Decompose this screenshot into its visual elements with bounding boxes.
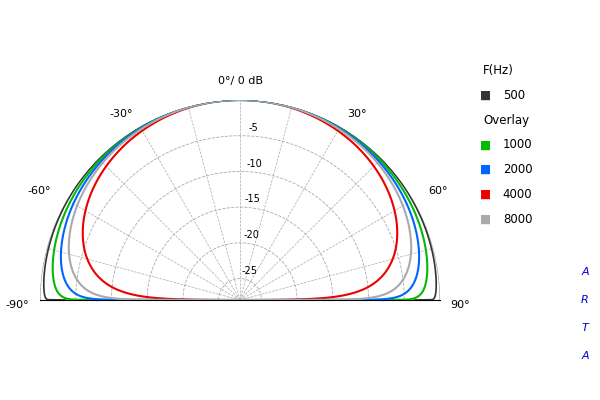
Text: 30°: 30° — [347, 110, 367, 120]
Text: ■: ■ — [480, 188, 491, 201]
Text: 60°: 60° — [428, 186, 448, 196]
Text: 90°: 90° — [451, 300, 470, 310]
Text: F(Hz): F(Hz) — [483, 64, 514, 77]
Text: ■: ■ — [480, 89, 491, 102]
Text: 500: 500 — [503, 89, 525, 102]
Text: 1000: 1000 — [503, 138, 532, 152]
Text: ■: ■ — [480, 163, 491, 176]
Text: 0°/ 0 dB: 0°/ 0 dB — [218, 76, 263, 86]
Text: -90°: -90° — [5, 300, 29, 310]
Text: -20: -20 — [243, 230, 259, 240]
Text: -10: -10 — [247, 159, 263, 169]
Text: Overlay: Overlay — [483, 114, 529, 126]
Text: -15: -15 — [245, 194, 261, 204]
Text: T: T — [581, 323, 589, 333]
Text: 2000: 2000 — [503, 163, 532, 176]
Text: A: A — [581, 351, 589, 361]
Text: R: R — [581, 295, 589, 305]
Text: -30°: -30° — [109, 110, 133, 120]
Text: -5: -5 — [249, 123, 259, 133]
Text: ■: ■ — [480, 213, 491, 226]
Text: A: A — [581, 267, 589, 277]
Text: 8000: 8000 — [503, 213, 532, 226]
Text: 4000: 4000 — [503, 188, 532, 201]
Text: -25: -25 — [241, 266, 257, 276]
Text: ■: ■ — [480, 138, 491, 152]
Text: -60°: -60° — [28, 186, 52, 196]
